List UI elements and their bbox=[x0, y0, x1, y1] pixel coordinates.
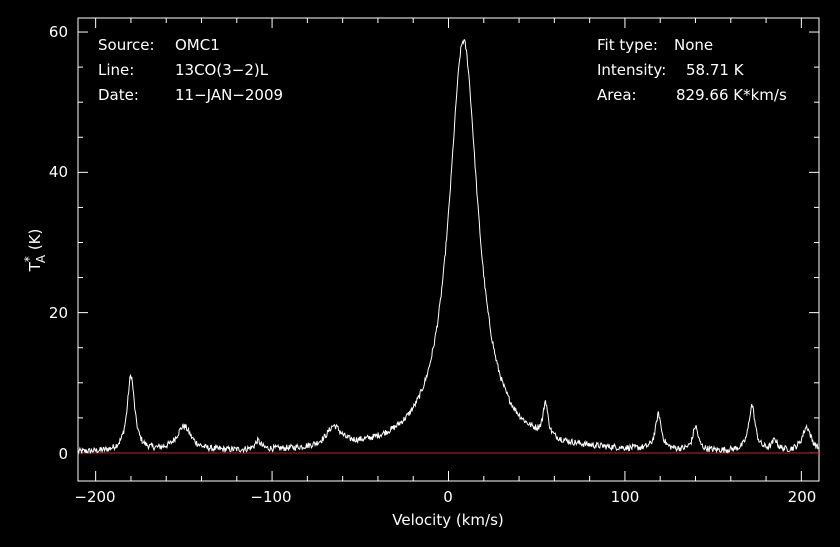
x-tick-labels: −200 −100 0 100 200 bbox=[74, 488, 816, 506]
x-tick-label-100: 100 bbox=[611, 488, 640, 506]
annotation-left: Source: OMC1 Line: 13CO(3−2)L Date: 11−J… bbox=[98, 36, 283, 104]
date-label: Date: bbox=[98, 86, 139, 104]
x-tick-label-200: 200 bbox=[788, 488, 817, 506]
area-value: 829.66 K*km/s bbox=[676, 86, 787, 104]
y-tick-label-60: 60 bbox=[49, 23, 68, 41]
spectrum-series-line bbox=[77, 39, 820, 455]
svg-text:T*A (K): T*A (K) bbox=[22, 229, 48, 273]
x-axis-label: Velocity (km/s) bbox=[392, 511, 503, 529]
line-label: Line: bbox=[98, 61, 134, 79]
y-tick-label-20: 20 bbox=[49, 304, 68, 322]
y-axis-label-sub: A bbox=[34, 254, 48, 263]
x-tick-label-0: 0 bbox=[443, 488, 453, 506]
source-label: Source: bbox=[98, 36, 155, 54]
source-value: OMC1 bbox=[175, 36, 220, 54]
y-tick-label-0: 0 bbox=[58, 445, 68, 463]
area-label: Area: bbox=[597, 86, 637, 104]
intensity-value: 58.71 K bbox=[686, 61, 745, 79]
x-tick-label-m200: −200 bbox=[74, 488, 115, 506]
line-value: 13CO(3−2)L bbox=[175, 61, 269, 79]
y-axis-label-unit: (K) bbox=[26, 229, 44, 255]
y-tick-labels: 0 20 40 60 bbox=[49, 23, 68, 463]
y-axis-label-main: T bbox=[26, 261, 44, 272]
annotation-right: Fit type: None Intensity: 58.71 K Area: … bbox=[597, 36, 787, 104]
y-tick-label-40: 40 bbox=[49, 163, 68, 181]
y-axis-label: T*A (K) bbox=[22, 229, 48, 273]
x-tick-label-m100: −100 bbox=[250, 488, 291, 506]
date-value: 11−JAN−2009 bbox=[175, 86, 283, 104]
fit-type-label: Fit type: bbox=[597, 36, 658, 54]
y-axis-label-sup: * bbox=[22, 256, 36, 262]
intensity-label: Intensity: bbox=[597, 61, 666, 79]
fit-type-value: None bbox=[674, 36, 713, 54]
